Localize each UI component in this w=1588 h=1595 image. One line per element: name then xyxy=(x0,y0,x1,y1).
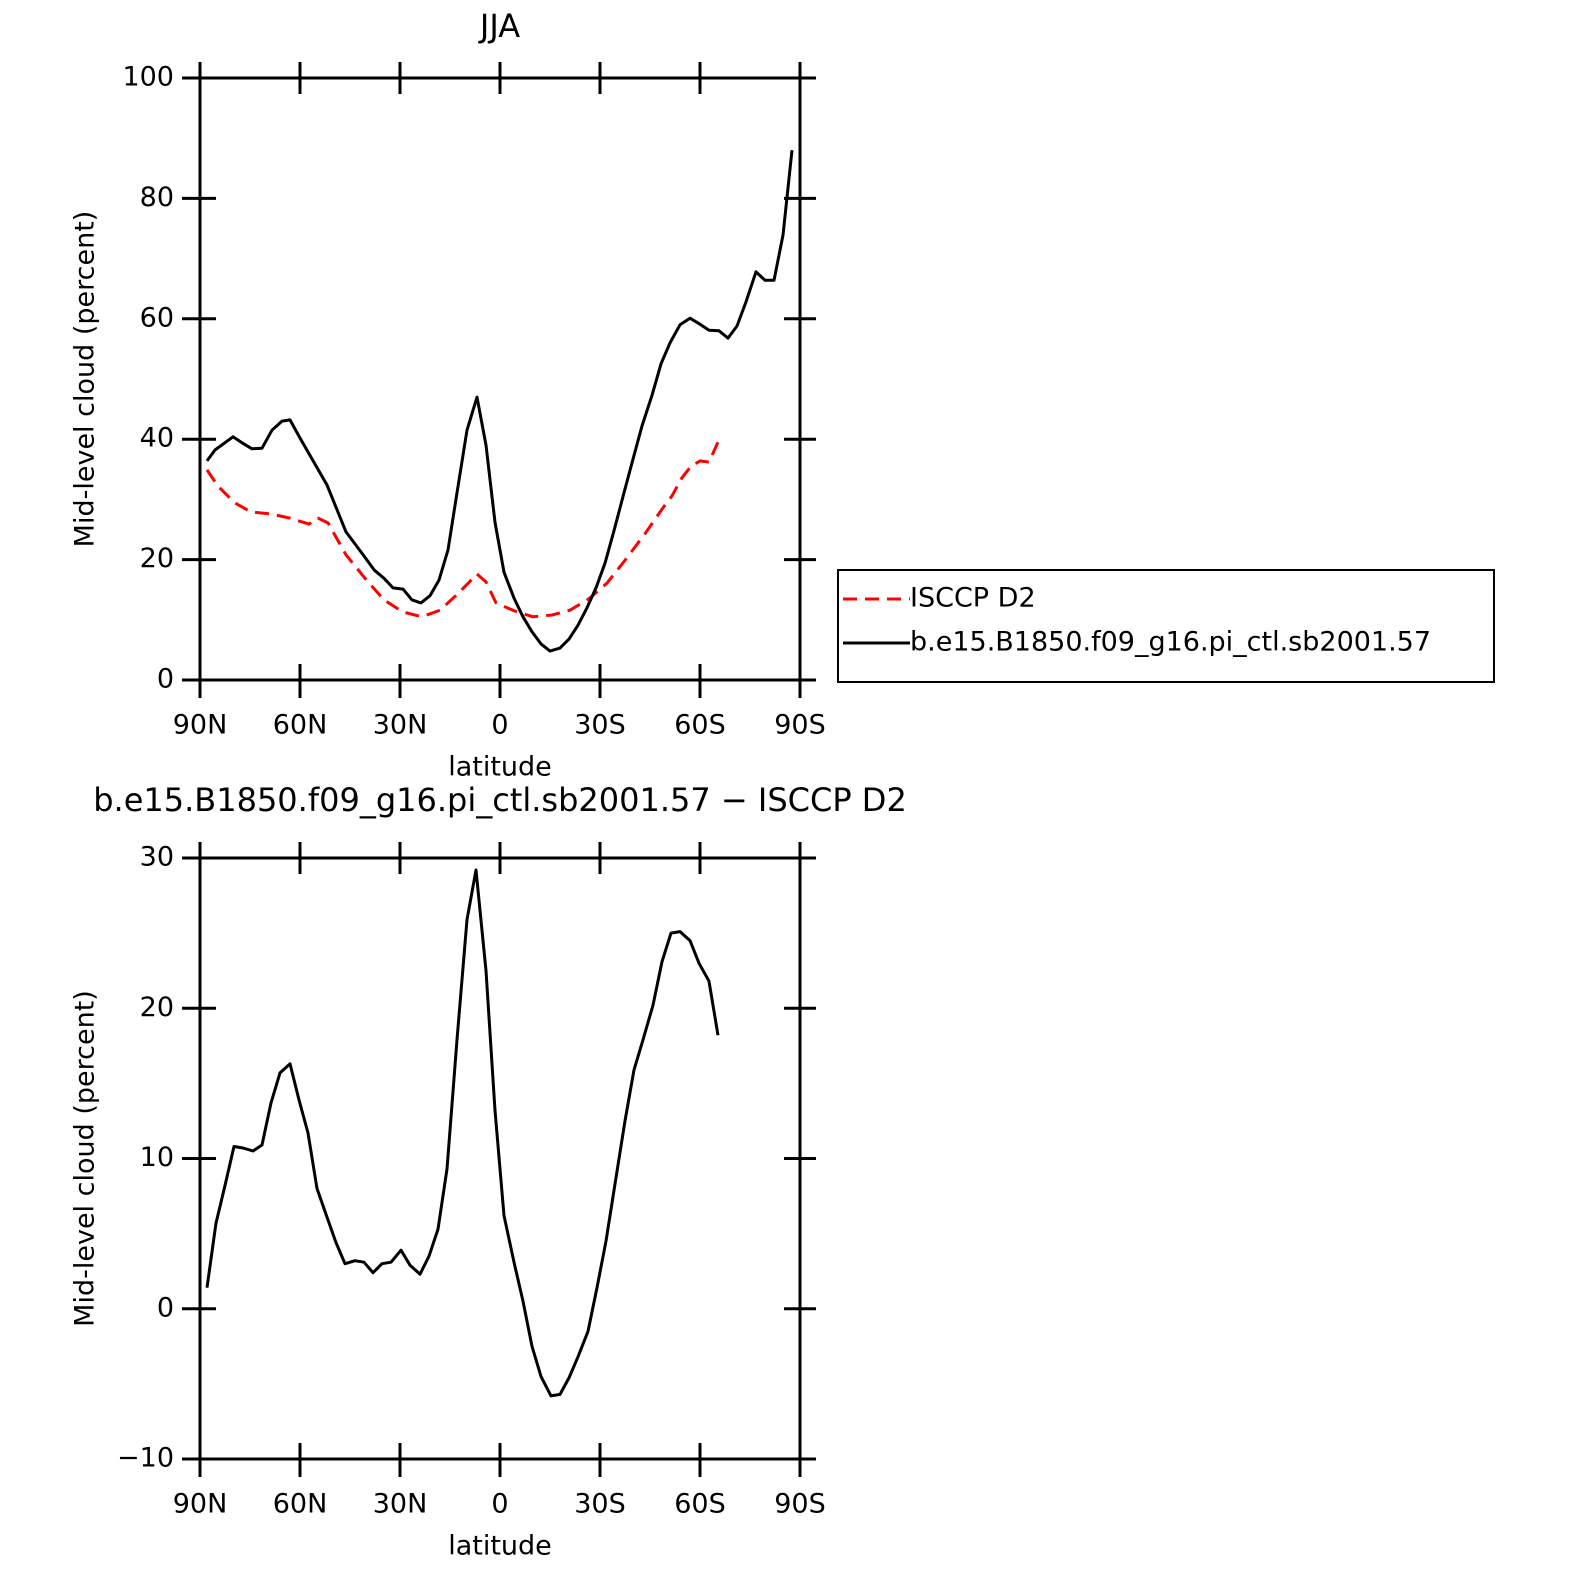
x-tick-label: 60N xyxy=(273,710,328,741)
x-tick-label: 30N xyxy=(373,1489,428,1520)
legend-label: b.e15.B1850.f09_g16.pi_ctl.sb2001.57 xyxy=(910,627,1431,658)
y-axis-label: Mid-level cloud (percent) xyxy=(70,211,101,548)
y-tick-label: −10 xyxy=(117,1443,174,1474)
x-tick-label: 90S xyxy=(774,1489,826,1520)
x-tick-label: 90S xyxy=(774,710,826,741)
x-tick-label: 0 xyxy=(491,1489,508,1520)
legend-box xyxy=(837,569,1495,683)
y-tick-label: 20 xyxy=(140,992,174,1023)
x-tick-label: 60S xyxy=(674,710,726,741)
y-tick-label: 100 xyxy=(122,62,174,93)
x-tick-label: 0 xyxy=(491,710,508,741)
x-tick-label: 30S xyxy=(574,710,626,741)
chart-title: JJA xyxy=(478,7,520,45)
legend-label: ISCCP D2 xyxy=(910,583,1036,614)
data-line xyxy=(205,868,720,1398)
y-tick-label: 0 xyxy=(157,1292,174,1323)
y-tick-label: 30 xyxy=(140,842,174,873)
y-tick-label: 20 xyxy=(140,543,174,574)
y-tick-label: 0 xyxy=(157,664,174,695)
y-tick-label: 10 xyxy=(140,1142,174,1173)
x-tick-label: 90N xyxy=(173,1489,228,1520)
x-axis-label: latitude xyxy=(448,1531,552,1562)
chart-title: b.e15.B1850.f09_g16.pi_ctl.sb2001.57 − I… xyxy=(93,781,907,819)
x-tick-label: 30S xyxy=(574,1489,626,1520)
plot-frame xyxy=(198,76,802,682)
y-tick-label: 80 xyxy=(140,182,174,213)
x-tick-label: 30N xyxy=(373,710,428,741)
y-axis-label: Mid-level cloud (percent) xyxy=(70,990,101,1327)
data-line xyxy=(205,439,721,619)
y-tick-label: 60 xyxy=(140,302,174,333)
x-tick-label: 60N xyxy=(273,1489,328,1520)
data-line xyxy=(205,150,794,653)
x-axis-label: latitude xyxy=(448,752,552,783)
y-tick-label: 40 xyxy=(140,423,174,454)
x-tick-label: 60S xyxy=(674,1489,726,1520)
x-tick-label: 90N xyxy=(173,710,228,741)
